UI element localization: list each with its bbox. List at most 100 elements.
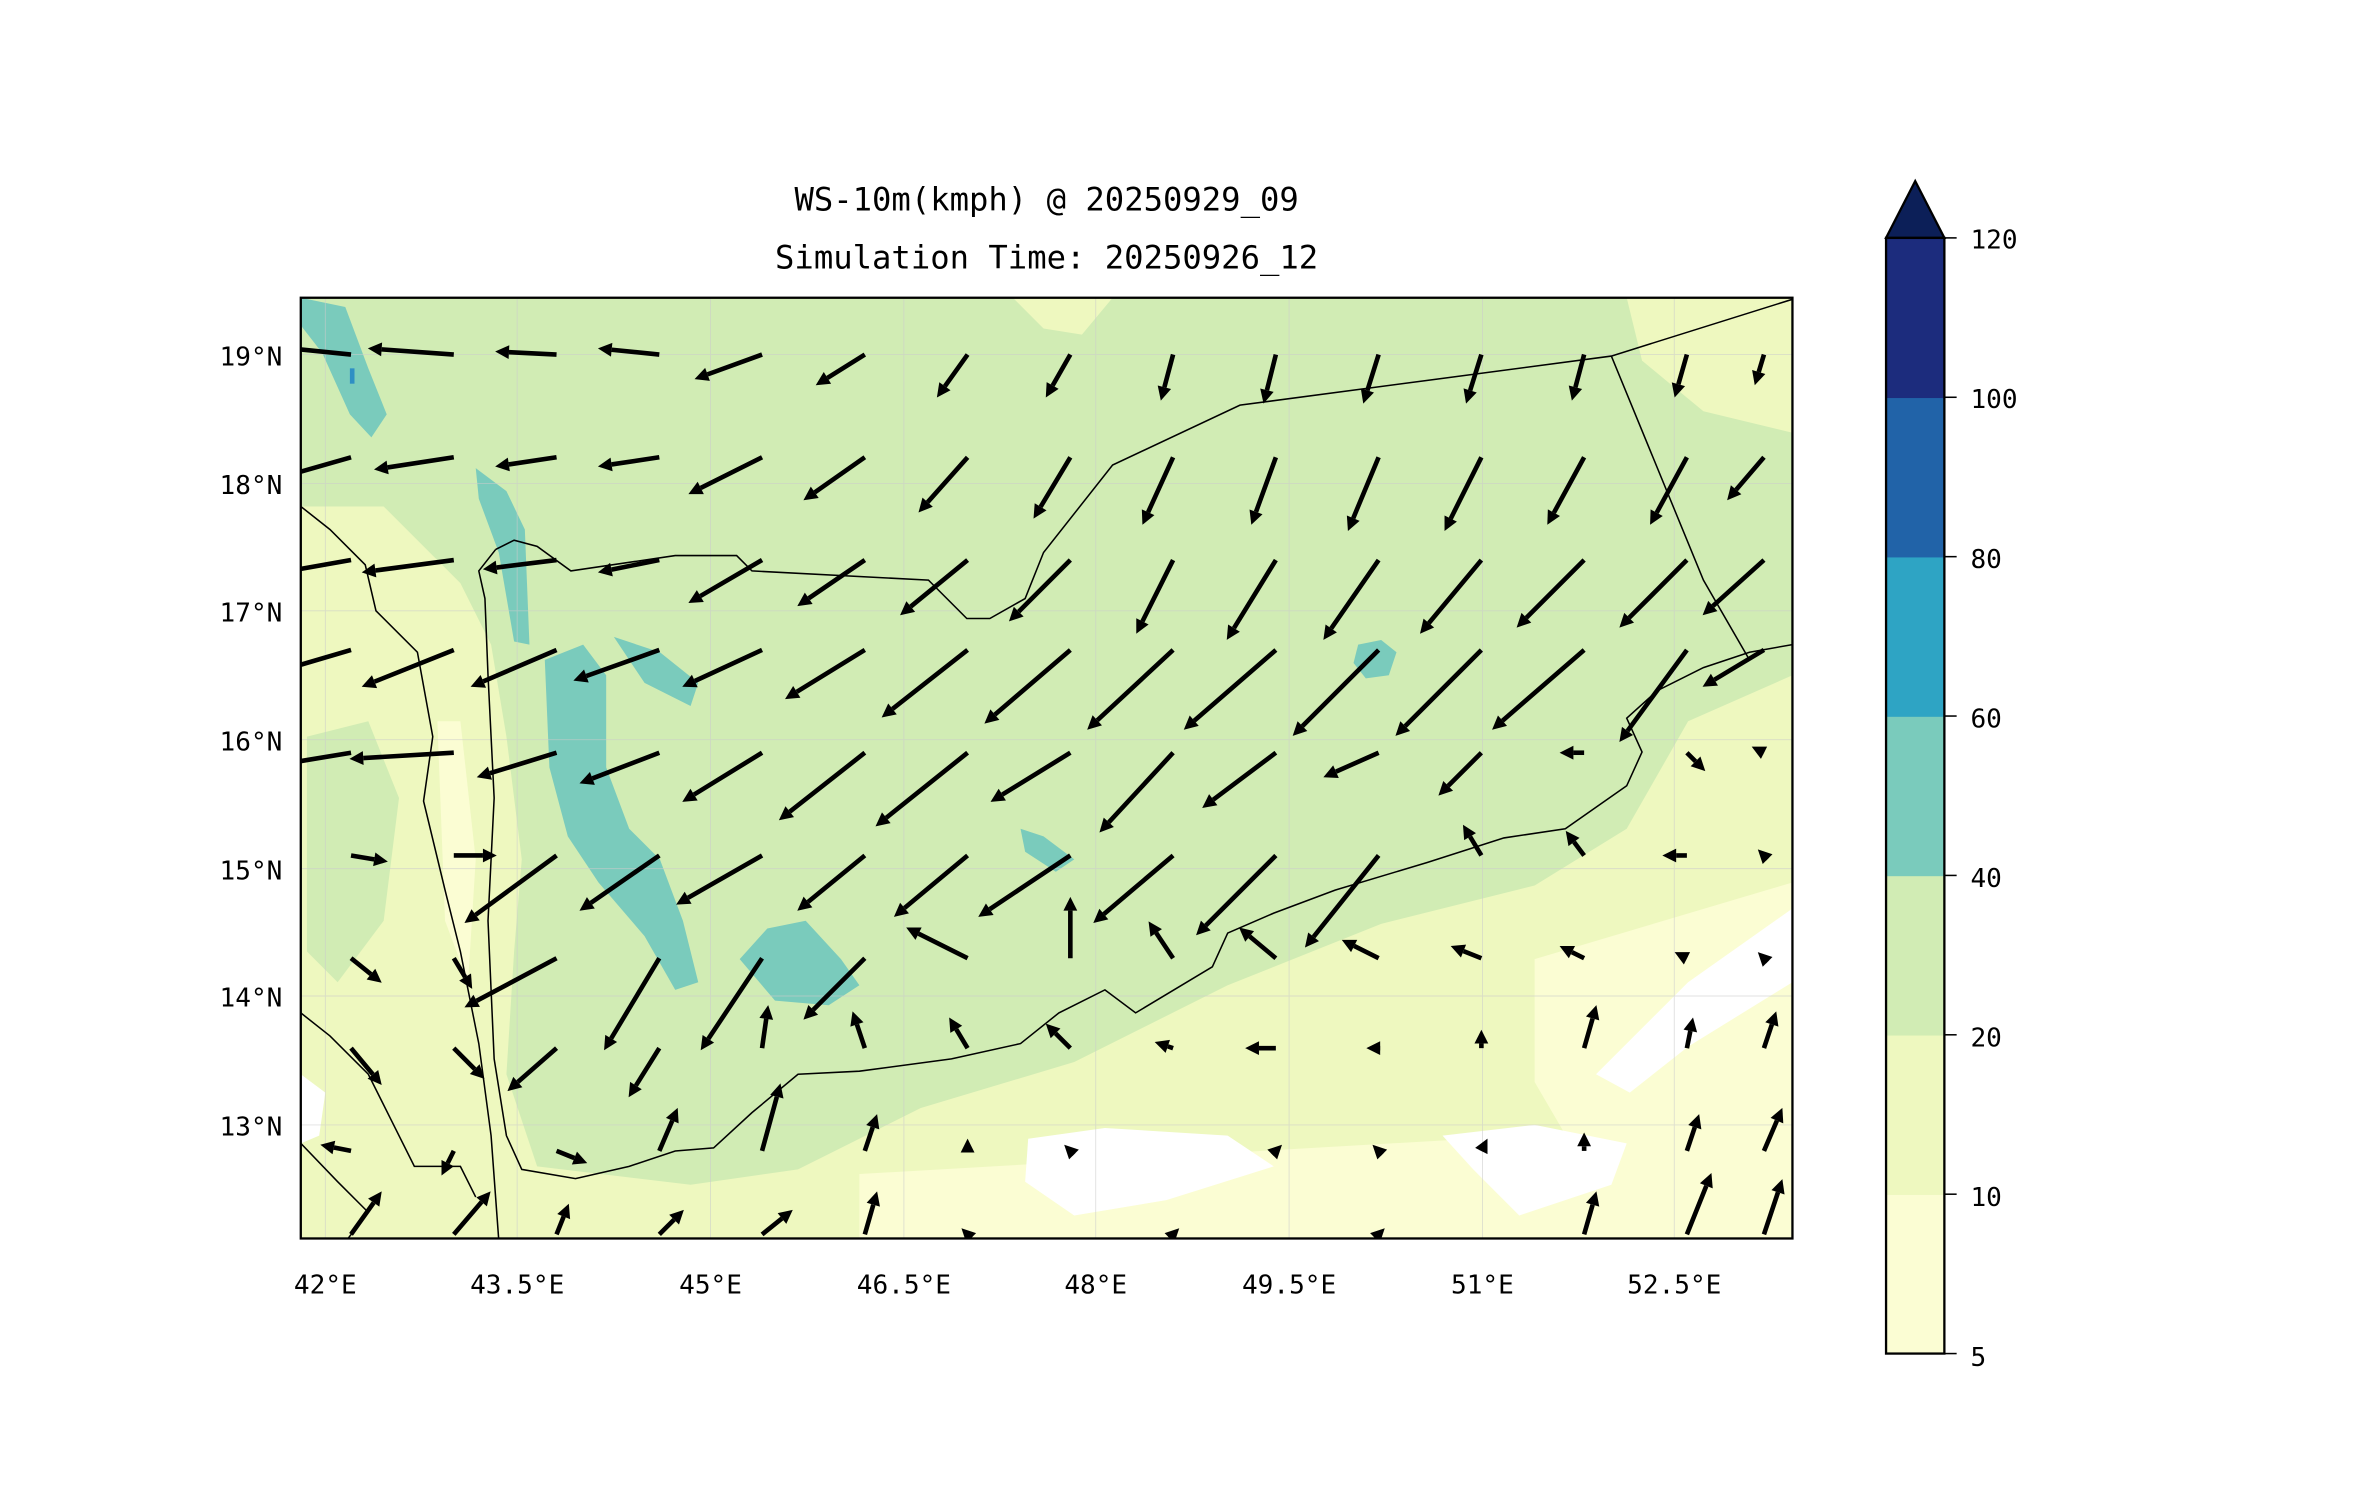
colorbar-label: 20 [1970,1024,2001,1054]
contour-40-60-northwest [300,297,387,438]
wind-arrow [573,647,661,683]
wind-arrow [875,750,970,827]
wind-arrow [682,750,764,802]
wind-arrow [1475,1138,1488,1155]
wind-arrow [797,853,867,911]
wind-arrow [1751,746,1768,759]
y-tick-label: 17°N [220,599,283,629]
x-tick-label: 42°E [294,1271,357,1301]
map-plot-area [300,297,1793,1239]
wind-arrow [1752,353,1767,386]
contour-40-60-highlands-2 [613,636,699,706]
wind-arrow [1702,558,1766,616]
wind-arrow [1087,648,1175,730]
wind-arrow [441,1149,456,1176]
wind-arrow [1761,1011,1779,1049]
djibouti-coastline [300,1012,477,1198]
below-5-south-1 [1025,1127,1274,1216]
wind-arrow [1226,558,1278,640]
wind-arrow [906,927,969,961]
x-tick-label: 48°E [1064,1271,1127,1301]
yemen-coastline [477,548,1793,1180]
wind-arrow [1516,558,1586,628]
wind-arrow [470,647,558,688]
wind-arrow [1033,456,1073,519]
wind-arrow [1260,353,1279,404]
wind-arrow [349,956,382,983]
wind-arrow [936,353,970,398]
y-tick-label: 16°N [220,727,283,757]
wind-arrow [1372,1144,1388,1160]
wind-arrow [1581,1005,1600,1049]
wind-arrow [476,750,558,780]
wind-arrow [1064,1144,1079,1160]
gridlines [300,297,1793,1239]
wind-arrow [579,853,661,911]
colorbar-extend-arrow [1884,178,1947,240]
wind-arrow [1366,1041,1381,1056]
wind-arrow [1565,830,1586,857]
colorbar [1884,178,1957,1355]
wind-arrow [1419,558,1484,634]
wind-arrow [597,557,660,577]
contour-10-20-north [1012,297,1113,335]
wind-arrow [900,558,970,616]
wind-arrow [1492,648,1586,730]
wind-arrow [300,647,352,668]
wind-arrow [803,956,867,1020]
wind-arrow [1202,750,1278,808]
below-5-east [1596,908,1793,1093]
wind-arrow [507,1046,559,1092]
wind-arrow [300,455,352,475]
wind-arrow [1559,745,1585,760]
wind-arrow [495,345,557,360]
wind-arrow [700,956,764,1051]
colorbar-segment [1886,397,1945,558]
wind-arrow [464,853,558,923]
wind-arrow [815,352,867,386]
wind-arrow [482,557,557,575]
y-tick-label: 18°N [220,471,283,501]
colorbar-segment [1886,716,1945,877]
eritrea-coastline [300,505,500,1239]
wind-arrow [1093,853,1175,923]
wind-arrow [1650,456,1689,525]
wind-arrow [694,352,763,381]
wind-arrow [1008,558,1072,622]
wind-arrow [785,647,867,700]
wind-arrow [495,455,557,472]
colorbar-label: 5 [1970,1343,1986,1373]
y-axis: 19°N 18°N 17°N 16°N 15°N 14°N 13°N [220,342,283,1142]
wind-arrow [373,455,455,475]
wind-arrow [1671,353,1690,398]
oman-border [1610,355,1751,661]
wind-arrow [453,848,497,863]
wind-arrow [1761,1179,1785,1236]
contour-20-40-coastal-sea [306,721,400,983]
wind-arrow [554,1203,571,1236]
wind-arrow [1249,456,1279,525]
wind-arrow [1450,944,1483,961]
colorbar-label: 10 [1970,1183,2001,1213]
contour-40-60-red-sea-north [475,468,530,645]
colorbar-label: 60 [1970,704,2001,734]
wind-arrow [597,455,660,472]
colorbar-labels: 5 10 20 40 60 80 100 120 [1970,226,2017,1373]
x-tick-label: 43.5°E [470,1271,564,1301]
wind-arrow [759,1005,774,1049]
wind-arrow [1196,853,1278,936]
x-tick-label: 45°E [679,1271,742,1301]
wind-arrow [862,1191,880,1236]
wind-arrow [1684,1114,1702,1152]
x-tick-label: 51°E [1451,1271,1514,1301]
wind-arrow [1157,353,1176,401]
wind-arrow [984,648,1072,724]
contour-10-20-south [300,506,1793,1239]
title-line-1: WS-10m(kmph) @ 20250929_09 [794,180,1298,218]
wind-arrow [1559,945,1586,961]
contour-40-60-central-blob [739,920,860,1006]
below-5-south-2 [1442,1124,1627,1216]
wind-arrow [850,1011,868,1049]
wind-arrow [1727,455,1766,501]
wind-arrow [300,557,352,572]
